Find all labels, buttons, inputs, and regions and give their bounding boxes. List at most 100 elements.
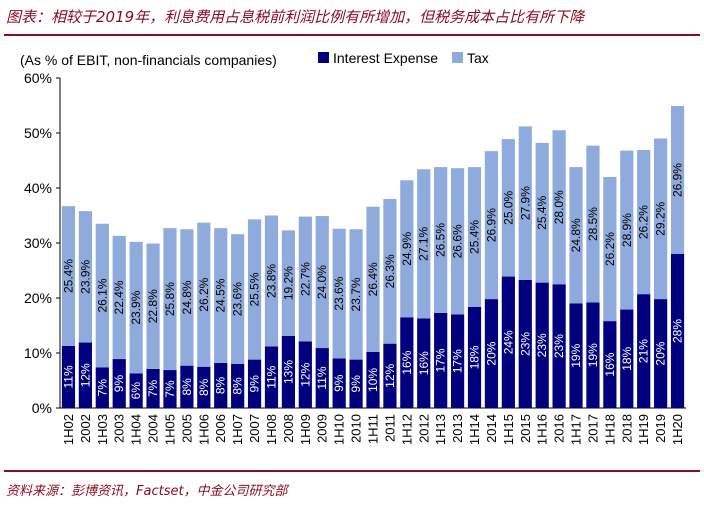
y-tick-label: 50%: [24, 125, 52, 141]
bar-interest-expense: [332, 358, 346, 408]
data-label-tax: 28.0%: [552, 190, 566, 224]
data-label-tax: 27.1%: [417, 226, 431, 260]
x-tick-label: 2008: [281, 414, 296, 443]
data-label-interest: 8%: [180, 378, 194, 396]
x-tick-label: 1H06: [196, 414, 211, 445]
x-tick-label: 2003: [112, 414, 127, 443]
data-label-interest: 10%: [366, 368, 380, 392]
data-label-tax: 24.8%: [180, 280, 194, 314]
data-label-tax: 27.9%: [518, 186, 532, 220]
bar-tax: [434, 167, 448, 313]
legend-swatch-tax: [452, 52, 463, 63]
bar-interest-expense: [112, 359, 126, 408]
data-label-tax: 25.4%: [61, 259, 75, 293]
x-tick-label: 2019: [653, 414, 668, 443]
data-label-tax: 22.8%: [146, 289, 160, 323]
data-label-interest: 12%: [78, 363, 92, 387]
bar-interest-expense: [180, 365, 194, 408]
data-label-interest: 11%: [315, 366, 329, 389]
data-label-interest: 11%: [61, 365, 75, 388]
data-label-interest: 16%: [400, 350, 414, 374]
bar-tax: [180, 229, 194, 366]
x-tick-label: 1H13: [433, 414, 448, 445]
x-tick-label: 2018: [619, 414, 634, 443]
data-label-interest: 20%: [484, 341, 498, 365]
x-tick-label: 2012: [416, 414, 431, 443]
bar-interest-expense: [518, 279, 532, 408]
legend-label-tax: Tax: [467, 50, 489, 66]
x-tick-label: 1H11: [366, 414, 381, 444]
data-label-interest: 18%: [620, 346, 634, 370]
bar-interest-expense: [214, 362, 228, 408]
data-label-tax: 29.2%: [654, 201, 668, 235]
data-label-interest: 16%: [603, 352, 617, 376]
data-label-tax: 19.2%: [281, 266, 295, 300]
data-label-tax: 23.8%: [264, 264, 278, 298]
bar-interest-expense: [535, 282, 549, 408]
bar-tax: [654, 138, 668, 300]
bar-interest-expense: [637, 294, 651, 408]
y-tick-label: 60%: [24, 70, 52, 86]
data-label-interest: 13%: [281, 360, 295, 384]
data-label-interest: 21%: [637, 339, 651, 363]
bar-interest-expense: [61, 345, 76, 408]
bar-interest-expense: [349, 359, 363, 408]
data-label-interest: 12%: [298, 362, 312, 386]
x-tick-label: 1H09: [298, 414, 313, 445]
bar-tax: [78, 211, 92, 343]
data-label-interest: 28%: [671, 319, 685, 343]
data-label-tax: 25.4%: [535, 195, 549, 229]
data-label-tax: 25.8%: [163, 282, 177, 316]
bar-interest-expense: [400, 317, 414, 408]
bar-interest-expense: [603, 321, 617, 408]
bar-interest-expense: [670, 254, 685, 408]
x-tick-label: 2013: [450, 414, 465, 443]
data-label-tax: 28.9%: [620, 213, 634, 247]
bar-interest-expense: [95, 367, 109, 408]
data-label-tax: 25.5%: [248, 272, 262, 306]
bar-interest-expense: [450, 314, 465, 408]
y-tick-label: 40%: [24, 180, 52, 196]
data-label-interest: 23%: [535, 333, 549, 357]
data-label-tax: 23.9%: [129, 290, 143, 324]
bar-interest-expense: [129, 373, 143, 408]
data-label-tax: 25.0%: [501, 190, 515, 224]
data-label-tax: 26.6%: [451, 224, 465, 258]
data-label-interest: 9%: [248, 375, 262, 393]
x-tick-label: 1H17: [569, 414, 584, 445]
data-label-tax: 24.0%: [315, 265, 329, 299]
bar-tax: [332, 228, 346, 359]
data-label-tax: 25.4%: [468, 220, 482, 254]
bar-interest-expense: [552, 284, 566, 408]
bar-interest-expense: [231, 364, 245, 408]
data-label-interest: 9%: [112, 375, 126, 393]
data-label-interest: 24%: [501, 330, 515, 354]
source-note: 资料来源：彭博资讯，Factset，中金公司研究部: [6, 484, 288, 499]
bar-interest-expense: [620, 309, 634, 408]
bar-tax: [620, 150, 634, 310]
x-tick-label: 1H15: [501, 414, 516, 445]
data-label-tax: 23.9%: [78, 259, 92, 293]
bar-tax: [349, 229, 363, 360]
x-tick-label: 2010: [349, 414, 364, 443]
bar-tax: [61, 206, 76, 346]
data-label-tax: 26.2%: [637, 205, 651, 239]
data-label-tax: 22.4%: [112, 280, 126, 314]
y-axis-label: (As % of EBIT, non-financials companies): [20, 52, 277, 68]
data-label-tax: 23.6%: [332, 276, 346, 310]
x-tick-label: 2015: [518, 414, 533, 443]
y-tick-label: 10%: [24, 345, 52, 361]
bar-tax: [247, 219, 262, 360]
bar-tax: [298, 216, 312, 342]
x-tick-label: 2004: [146, 414, 161, 443]
data-label-interest: 9%: [332, 374, 346, 392]
data-label-tax: 24.5%: [214, 278, 228, 312]
data-label-interest: 8%: [231, 377, 245, 395]
bar-tax: [417, 169, 431, 319]
x-axis: 1H02 2002 1H03 2003 1H04 2004 1H05 2005 1H06 2006…: [61, 414, 685, 445]
x-tick-label: 1H03: [95, 414, 110, 445]
data-label-tax: 26.2%: [603, 232, 617, 266]
y-tick-label: 0%: [32, 400, 52, 416]
data-label-tax: 23.6%: [231, 282, 245, 316]
data-label-interest: 19%: [586, 343, 600, 367]
